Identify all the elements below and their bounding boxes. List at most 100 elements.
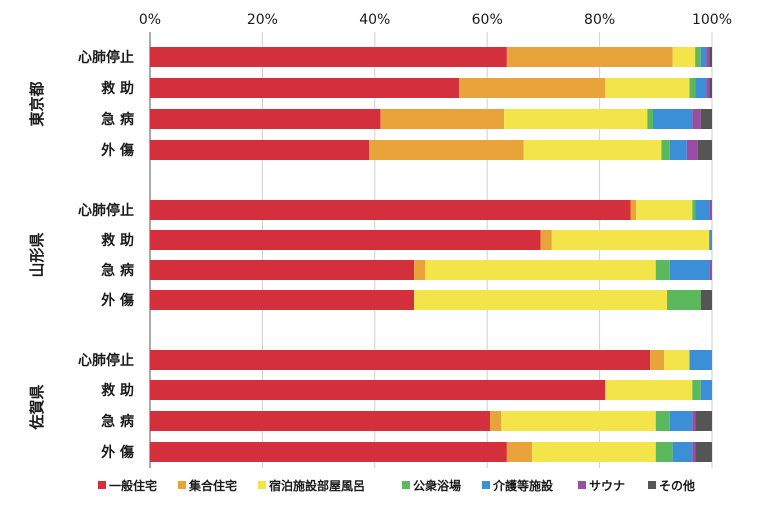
bar-segment xyxy=(686,140,698,160)
x-tick-label: 40% xyxy=(359,12,390,28)
bar-segment xyxy=(380,109,505,129)
bar-segment xyxy=(692,380,701,400)
legend-label: サウナ xyxy=(589,479,625,493)
bar-segment xyxy=(532,442,656,462)
bar-segment xyxy=(692,200,696,220)
row-label: 外 傷 xyxy=(101,444,134,461)
bar-segment xyxy=(150,350,651,370)
bar-segment xyxy=(695,200,710,220)
bar-segment xyxy=(605,380,693,400)
bar-segment xyxy=(706,47,710,67)
bar-segment xyxy=(695,411,712,431)
bar-segment xyxy=(150,78,460,98)
legend: 一般住宅 集合住宅 宿泊施設部屋風呂 公衆浴場 介護等施設 サウナ その他 xyxy=(98,478,695,493)
bar-segment xyxy=(540,230,552,250)
bar-segment xyxy=(695,47,701,67)
legend-label: 公衆浴場 xyxy=(413,478,461,493)
bar-segment xyxy=(647,109,653,129)
bar-segment xyxy=(692,442,696,462)
bar-segment xyxy=(369,140,524,160)
x-tick-label: 20% xyxy=(247,12,278,28)
row-label: 救 助 xyxy=(101,382,134,399)
bar-segment xyxy=(692,411,696,431)
bars xyxy=(150,47,712,462)
bar-segment xyxy=(709,47,712,67)
legend-label: 宿泊施設部屋風呂 xyxy=(269,478,365,493)
bar-segment xyxy=(664,350,690,370)
bar-segment xyxy=(709,200,712,220)
bar-segment xyxy=(695,78,707,98)
bar-segment xyxy=(709,230,712,250)
bar-segment xyxy=(605,78,690,98)
legend-label: その他 xyxy=(659,478,695,493)
bar-segment xyxy=(695,442,712,462)
bar-segment xyxy=(501,411,656,431)
bar-segment xyxy=(490,411,502,431)
legend-swatch xyxy=(178,481,186,489)
bar-segment xyxy=(150,260,415,280)
bar-segment xyxy=(459,78,606,98)
bar-segment xyxy=(425,260,656,280)
legend-swatch xyxy=(578,481,586,489)
bar-segment xyxy=(150,200,631,220)
row-label: 急 病 xyxy=(101,413,134,430)
bar-segment xyxy=(655,442,673,462)
bar-segment xyxy=(661,140,670,160)
bar-segment xyxy=(669,411,693,431)
bar-segment xyxy=(150,290,415,310)
legend-swatch xyxy=(648,481,656,489)
bar-segment xyxy=(150,230,541,250)
bar-segment xyxy=(700,109,712,129)
x-tick-label: 100% xyxy=(692,12,732,28)
row-label: 心肺停止 xyxy=(78,202,134,219)
row-label: 救 助 xyxy=(101,232,134,249)
bar-segment xyxy=(697,140,712,160)
bar-segment xyxy=(655,411,670,431)
bar-segment xyxy=(672,47,696,67)
bar-segment xyxy=(689,350,712,370)
legend-swatch xyxy=(402,481,410,489)
legend-label: 集合住宅 xyxy=(188,478,237,493)
bar-segment xyxy=(700,47,707,67)
bar-segment xyxy=(150,47,507,67)
bar-segment xyxy=(150,109,381,129)
bar-segment xyxy=(700,290,712,310)
x-tick-label: 80% xyxy=(584,12,615,28)
row-label: 急 病 xyxy=(101,111,134,128)
bar-segment xyxy=(150,140,370,160)
legend-swatch xyxy=(482,481,490,489)
group-label: 佐賀県 xyxy=(28,384,46,430)
bar-segment xyxy=(506,47,673,67)
group-label: 東京都 xyxy=(28,81,46,126)
row-label: 急 病 xyxy=(101,262,134,279)
x-tick-label: 0% xyxy=(139,12,161,28)
bar-segment xyxy=(672,442,693,462)
bar-segment xyxy=(630,200,637,220)
bar-segment xyxy=(652,109,693,129)
bar-segment xyxy=(414,260,426,280)
legend-swatch xyxy=(258,481,266,489)
bar-segment xyxy=(414,290,668,310)
x-axis-ticks: 0% 20% 40% 60% 80% 100% xyxy=(139,12,732,28)
bar-segment xyxy=(504,109,648,129)
group-label: 山形県 xyxy=(28,232,46,277)
bar-segment xyxy=(689,78,696,98)
bar-segment xyxy=(709,260,712,280)
bar-segment xyxy=(669,260,710,280)
bar-segment xyxy=(650,350,665,370)
bar-segment xyxy=(551,230,710,250)
bar-segment xyxy=(700,380,712,400)
bar-segment xyxy=(150,411,491,431)
x-tick-label: 60% xyxy=(472,12,503,28)
row-label: 救 助 xyxy=(101,80,134,97)
bar-segment xyxy=(692,109,701,129)
bar-segment xyxy=(523,140,662,160)
bar-segment xyxy=(506,442,533,462)
bar-segment xyxy=(655,260,670,280)
row-label: 外 傷 xyxy=(101,142,134,159)
bar-segment xyxy=(150,442,507,462)
legend-label: 介護等施設 xyxy=(492,478,554,493)
bar-segment xyxy=(667,290,701,310)
